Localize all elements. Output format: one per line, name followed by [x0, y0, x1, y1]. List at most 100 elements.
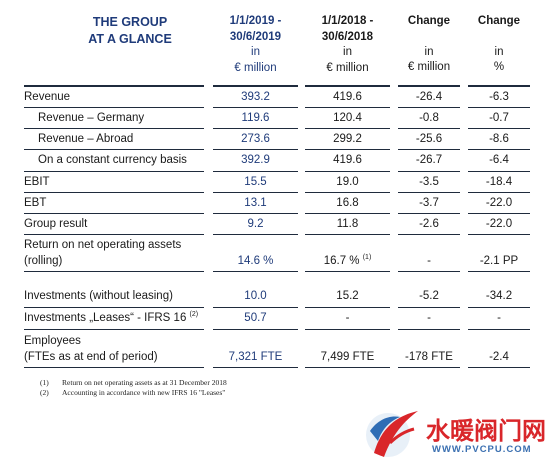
footnote-2: (2) Accounting in accordance with new IFR… [40, 388, 226, 397]
value-current: 10.0 [244, 290, 267, 302]
value-previous: 419.6 [333, 154, 362, 166]
row-label: Revenue – Abroad [38, 133, 134, 145]
row-rule [305, 213, 390, 214]
row-label: On a constant currency basis [38, 154, 187, 166]
row-rule [305, 234, 390, 235]
row-rule [398, 367, 460, 368]
value-change-percent: -2.4 [489, 351, 509, 363]
row-label: Investments (without leasing) [24, 290, 173, 302]
row-rule [398, 192, 460, 193]
value-current: 13.1 [244, 197, 267, 209]
row-rule [468, 213, 530, 214]
watermark-text: 水暖阀门网 [426, 417, 546, 445]
row-rule [24, 234, 204, 235]
row-label: Group result [24, 218, 88, 230]
value-change-percent: -2.1 PP [479, 255, 519, 267]
row-rule [305, 171, 390, 172]
row-rule [213, 128, 298, 129]
title-line-1: THE GROUP [92, 15, 168, 29]
header-previous-period: 1/1/2018 - 30/6/2018 in € million [321, 15, 374, 74]
row-rule [213, 149, 298, 150]
row-rule [24, 128, 204, 129]
value-change: -0.8 [419, 112, 439, 124]
row-rule [305, 128, 390, 129]
row-rule [213, 307, 298, 308]
row-rule [213, 107, 298, 108]
table-row: Revenue – Germany 119.6 120.4 -0.8 -0.7 [24, 109, 532, 129]
title-line-2: AT A GLANCE [88, 32, 172, 46]
row-rule [468, 149, 530, 150]
row-rule [213, 329, 298, 330]
footnote-ref: (2) [189, 311, 199, 319]
header-rule [305, 85, 390, 87]
row-rule [213, 271, 298, 272]
table-row: EBIT 15.5 19.0 -3.5 -18.4 [24, 173, 532, 193]
row-rule [24, 213, 204, 214]
value-current: 15.5 [244, 176, 267, 188]
row-label-line-1: Return on net operating assets [24, 239, 182, 251]
row-label: Investments „Leases“ - IFRS 16 (2) [24, 311, 199, 324]
value-current: 273.6 [241, 133, 270, 145]
row-rule [468, 171, 530, 172]
row-rule [24, 367, 204, 368]
value-change-percent: -22.0 [485, 197, 513, 209]
value-change: -178 FTE [405, 351, 453, 363]
row-rule [24, 192, 204, 193]
row-rule [398, 329, 460, 330]
value-change: -26.7 [415, 154, 443, 166]
value-change-percent: -0.7 [489, 112, 509, 124]
row-rule [398, 128, 460, 129]
value-previous: 120.4 [333, 112, 362, 124]
row-rule [213, 171, 298, 172]
row-rule [468, 307, 530, 308]
footnote-ref: (1) [362, 254, 372, 262]
table-title: THE GROUP AT A GLANCE [74, 14, 186, 48]
table-row: On a constant currency basis 392.9 419.6… [24, 151, 532, 172]
value-previous: 16.7 % (1) [323, 254, 372, 267]
table-row: Investments (without leasing) 10.0 15.2 … [24, 287, 532, 308]
value-change-percent: -22.0 [485, 218, 513, 230]
row-rule [398, 149, 460, 150]
value-previous: - [345, 312, 350, 324]
value-change: - [427, 312, 431, 324]
header-rule [468, 85, 530, 87]
row-label: Revenue [24, 91, 71, 103]
row-rule [398, 107, 460, 108]
table-row: EBT 13.1 16.8 -3.7 -22.0 [24, 194, 532, 214]
value-change-percent: - [497, 312, 501, 324]
row-rule [24, 329, 204, 330]
value-change-percent: -34.2 [485, 290, 513, 302]
row-rule [468, 128, 530, 129]
value-previous: 15.2 [336, 290, 359, 302]
value-change: -25.6 [415, 133, 443, 145]
value-previous: 19.0 [336, 176, 359, 188]
row-rule [24, 149, 204, 150]
row-rule [468, 329, 530, 330]
row-label: Revenue – Germany [38, 112, 145, 124]
value-current: 392.9 [241, 154, 270, 166]
header-rule [398, 85, 460, 87]
value-change: -26.4 [415, 91, 443, 103]
header-current-period: 1/1/2019 - 30/6/2019 in € million [229, 15, 282, 74]
footnote-1: (1) Return on net operating assets as at … [40, 378, 227, 387]
row-rule [305, 329, 390, 330]
footnotes: (1) Return on net operating assets as at … [40, 378, 227, 398]
value-change-percent: -6.3 [489, 91, 509, 103]
row-rule [468, 367, 530, 368]
value-change: -3.5 [419, 176, 439, 188]
value-previous: 7,499 FTE [320, 351, 375, 363]
row-rule [305, 149, 390, 150]
header-rule [213, 85, 298, 87]
row-rule [305, 107, 390, 108]
row-rule [24, 107, 204, 108]
value-current: 119.6 [241, 112, 270, 124]
value-previous: 16.8 [336, 197, 359, 209]
row-rule [213, 367, 298, 368]
value-previous: 11.8 [336, 218, 359, 230]
value-change: - [427, 255, 431, 267]
row-rule [305, 271, 390, 272]
header-change-percent: Change in % [477, 15, 521, 73]
value-change-percent: -8.6 [489, 133, 509, 145]
table-row: Revenue – Abroad 273.6 299.2 -25.6 -8.6 [24, 130, 532, 150]
